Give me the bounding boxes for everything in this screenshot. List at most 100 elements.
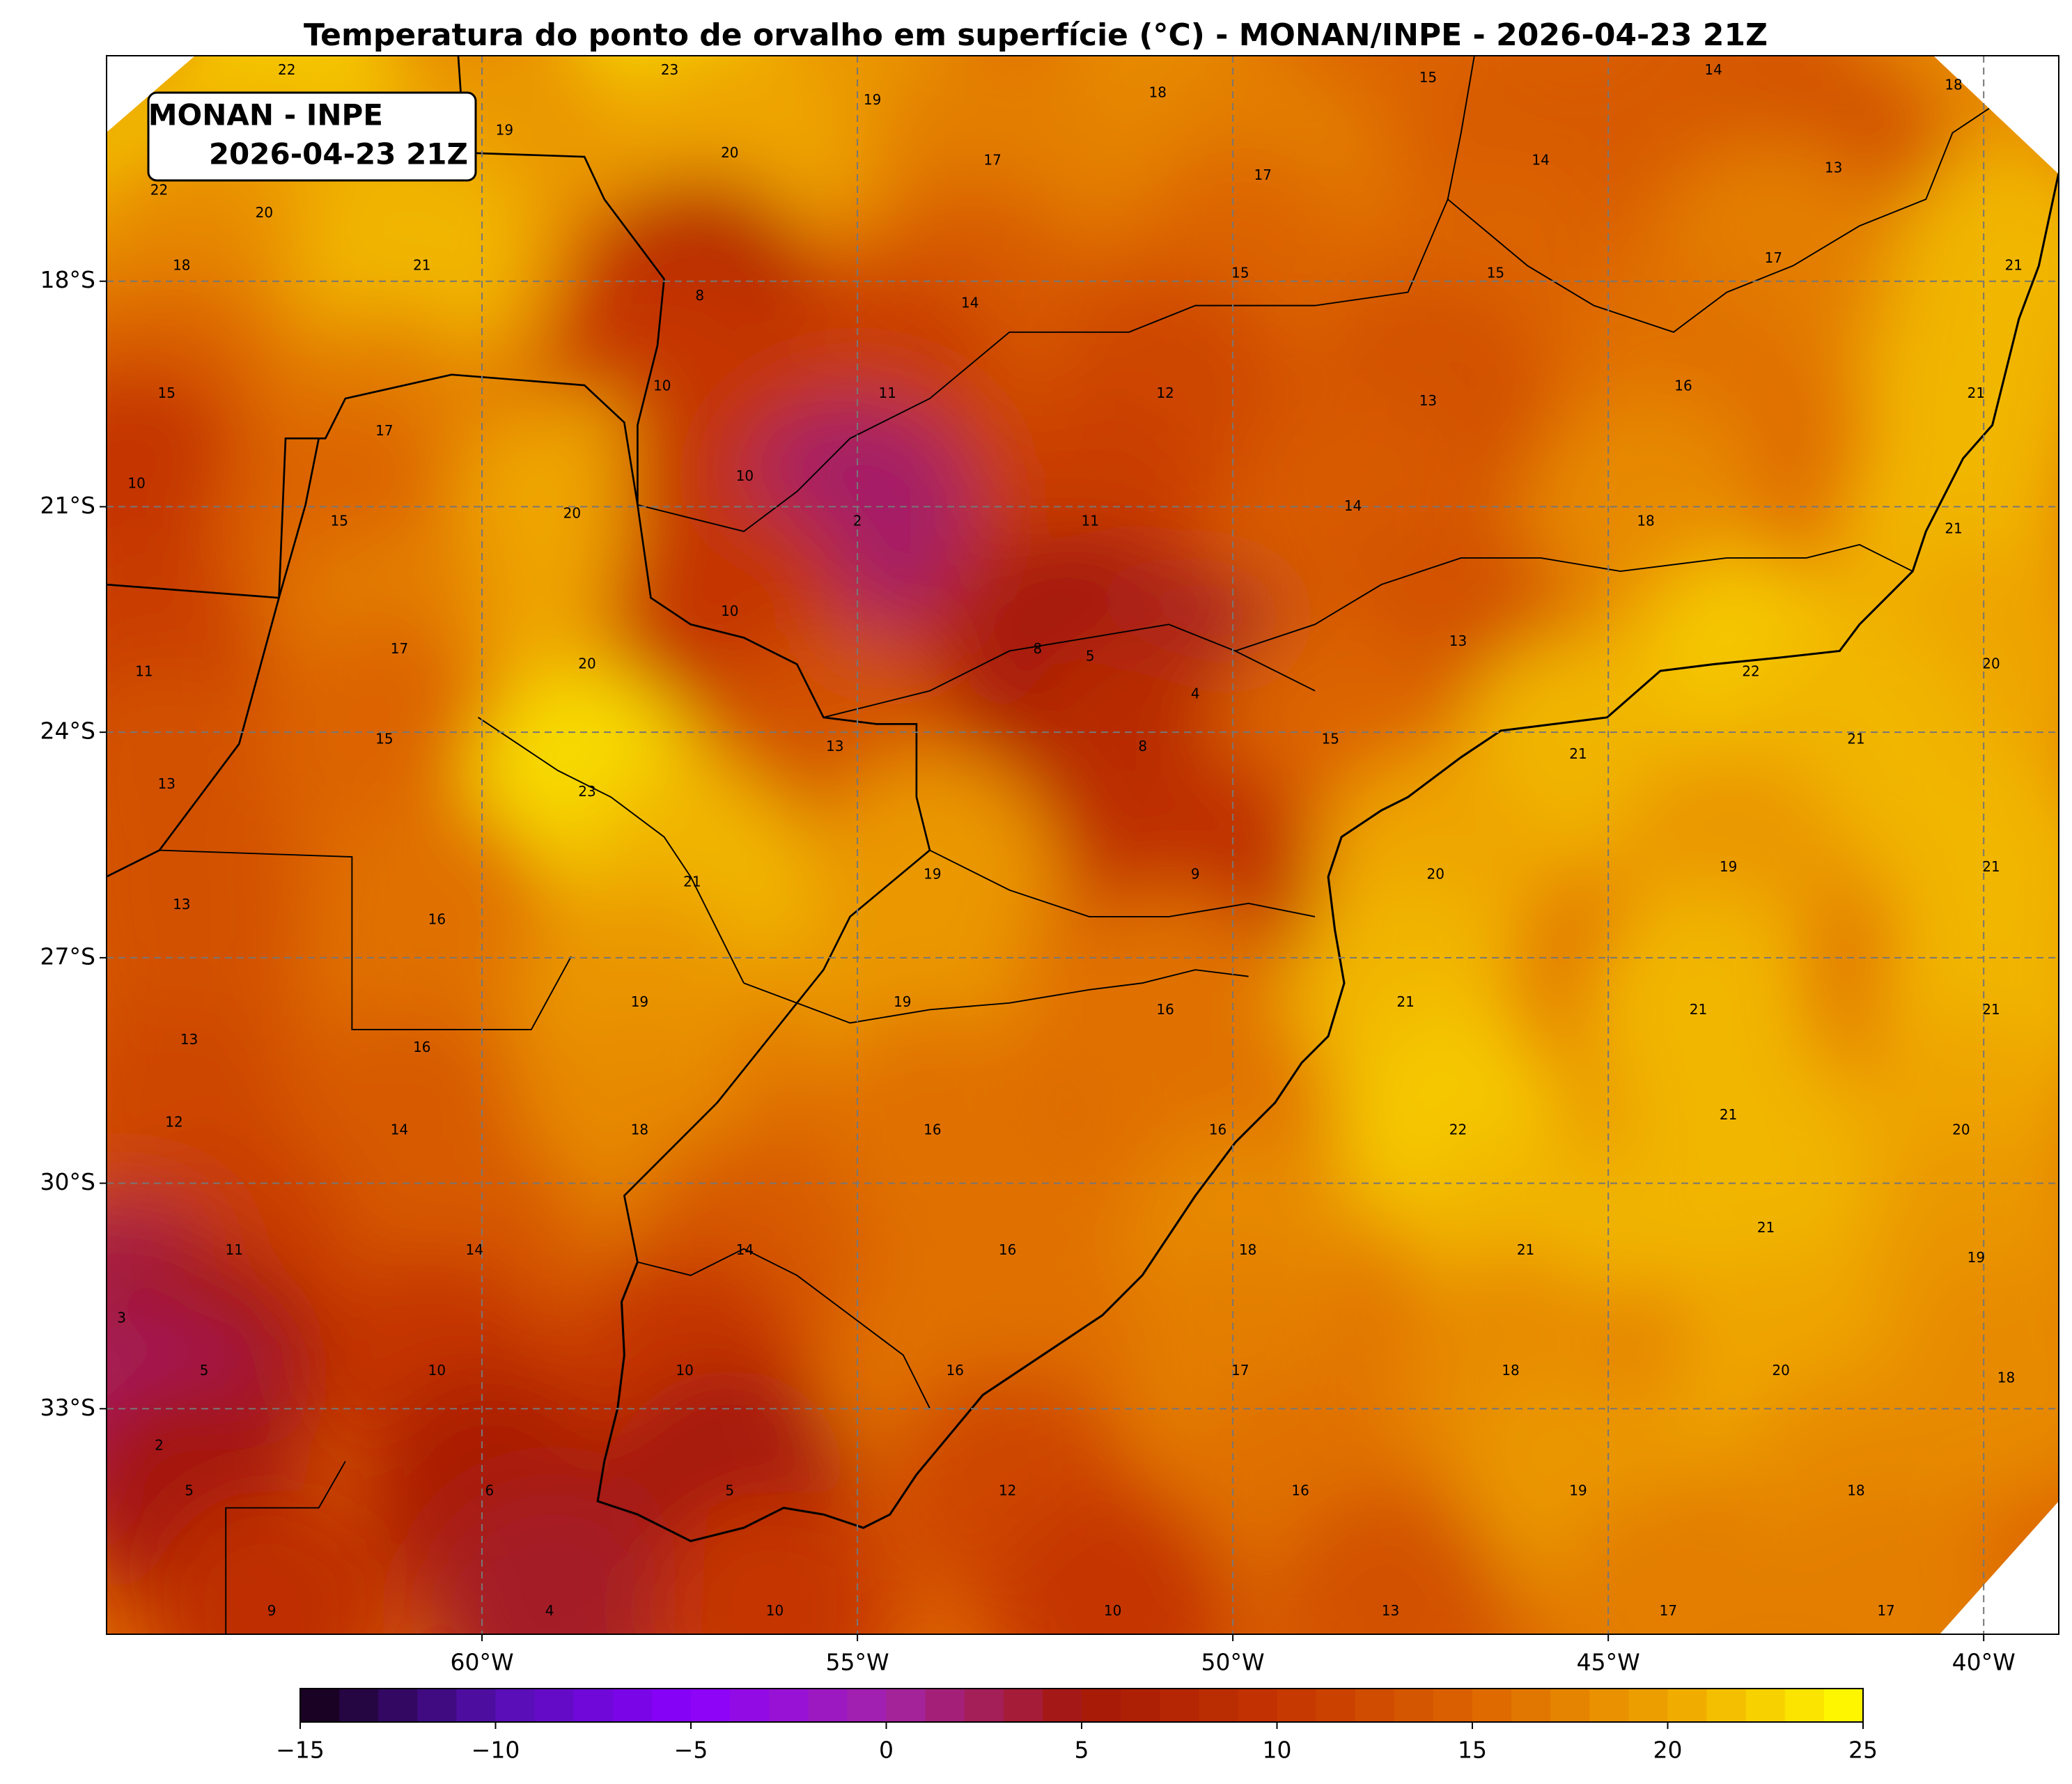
colorbar-segment [1238, 1689, 1277, 1722]
value-label: 6 [485, 1482, 494, 1498]
value-label: 14 [466, 1241, 483, 1258]
value-label: 21 [1982, 858, 2000, 875]
annotation-box [147, 91, 477, 182]
value-label: 21 [1396, 993, 1414, 1010]
value-label: 9 [1191, 866, 1200, 883]
value-label: 21 [1982, 1001, 2000, 1018]
colorbar-segment [300, 1689, 340, 1722]
value-label: 21 [1847, 730, 1864, 747]
y-tick-label: 24°S [40, 718, 95, 745]
colorbar-segment [1160, 1689, 1199, 1722]
value-label: 15 [330, 513, 348, 529]
value-label: 21 [1690, 1001, 1707, 1018]
boundaries [107, 56, 2059, 1634]
value-label: 3 [117, 1309, 126, 1326]
value-label: 18 [631, 1122, 648, 1138]
colorbar-segment [730, 1689, 770, 1722]
value-label: 5 [200, 1362, 209, 1379]
y-tick-label: 30°S [40, 1168, 95, 1195]
value-label: 11 [1082, 513, 1099, 529]
value-label: 18 [1997, 1370, 2015, 1386]
value-label: 10 [428, 1362, 446, 1379]
colorbar-segment [378, 1689, 418, 1722]
value-label: 4 [545, 1602, 554, 1619]
colorbar-tick-label: 20 [1653, 1737, 1683, 1764]
value-label: 18 [1239, 1241, 1256, 1258]
value-label: 19 [894, 993, 911, 1010]
value-label: 10 [766, 1602, 784, 1619]
domain-corner [1940, 1501, 2059, 1634]
value-label: 18 [1847, 1482, 1864, 1498]
value-label: 4 [1191, 685, 1200, 702]
value-label: 14 [961, 295, 979, 311]
colorbar-segment [691, 1689, 731, 1722]
value-label: 13 [173, 896, 190, 913]
y-tick-label: 33°S [40, 1394, 95, 1421]
x-tick-label: 55°W [826, 1649, 889, 1676]
value-label: 10 [653, 377, 671, 394]
value-label: 8 [1138, 738, 1147, 754]
value-label: 23 [578, 783, 595, 800]
value-label: 13 [826, 738, 843, 754]
value-label: 18 [1149, 84, 1167, 100]
value-label: 19 [864, 91, 881, 108]
value-label: 16 [1291, 1482, 1309, 1498]
domain-corner [1933, 56, 2059, 174]
field-cell [150, 1489, 394, 1634]
value-label: 21 [1945, 520, 1962, 536]
colorbar-segment [847, 1689, 887, 1722]
value-label: 16 [999, 1241, 1016, 1258]
border [159, 849, 572, 1030]
plot-frame [106, 55, 2059, 1635]
value-label: 18 [173, 257, 190, 274]
border [107, 373, 639, 599]
x-tick-label: 50°W [1201, 1649, 1265, 1676]
field-cell [428, 1489, 672, 1634]
value-label: 18 [1637, 513, 1654, 529]
axes: 60°W 55°W 50°W 45°W 40°W 18°S 21°S 24°S 27°S 30°S… [40, 266, 2016, 1675]
value-label: 21 [1968, 385, 1985, 401]
value-label: 9 [267, 1602, 276, 1619]
x-tick-label: 60°W [450, 1649, 513, 1676]
value-label: 19 [924, 866, 941, 883]
value-label: 15 [375, 730, 393, 747]
value-label: 8 [1033, 640, 1042, 657]
colorbar-segment [1042, 1689, 1082, 1722]
value-label: 17 [391, 640, 408, 657]
value-label: 11 [226, 1241, 243, 1258]
colorbar-tick-label: 5 [1075, 1737, 1089, 1764]
colorbar-segment [1121, 1689, 1160, 1722]
value-label: 11 [135, 662, 153, 679]
value-label: 14 [391, 1122, 408, 1138]
value-label: 14 [1704, 61, 1722, 78]
border [107, 438, 320, 878]
field-cell [653, 1489, 897, 1634]
value-label: 21 [413, 257, 430, 274]
value-label: 13 [1382, 1602, 1399, 1619]
border [478, 717, 745, 984]
value-label: 19 [1720, 858, 1737, 875]
value-label: 23 [661, 61, 678, 78]
border [1447, 105, 1993, 333]
value-label: 20 [563, 505, 581, 522]
colorbar-segment [1511, 1689, 1551, 1722]
value-label: 15 [1322, 730, 1339, 747]
colorbar-segment [417, 1689, 457, 1722]
x-tick-label: 45°W [1577, 1649, 1640, 1676]
colorbar: −15 −10 −5 0 5 10 15 20 25 [276, 1688, 1878, 1764]
colorbar-segment [1003, 1689, 1043, 1722]
colorbar-segment [1667, 1689, 1708, 1722]
y-tick-label: 21°S [40, 492, 95, 519]
colorbar-segment [1394, 1689, 1434, 1722]
x-tick-label: 40°W [1952, 1649, 2016, 1676]
value-label: 17 [1765, 249, 1782, 266]
value-label: 10 [676, 1362, 693, 1379]
value-label: 12 [999, 1482, 1016, 1498]
value-label: 17 [1660, 1602, 1677, 1619]
value-label: 10 [736, 467, 754, 484]
colorbar-segment [1316, 1689, 1356, 1722]
value-label: 16 [1156, 1001, 1174, 1018]
value-label: 16 [1209, 1122, 1226, 1138]
value-label: 16 [413, 1039, 430, 1055]
